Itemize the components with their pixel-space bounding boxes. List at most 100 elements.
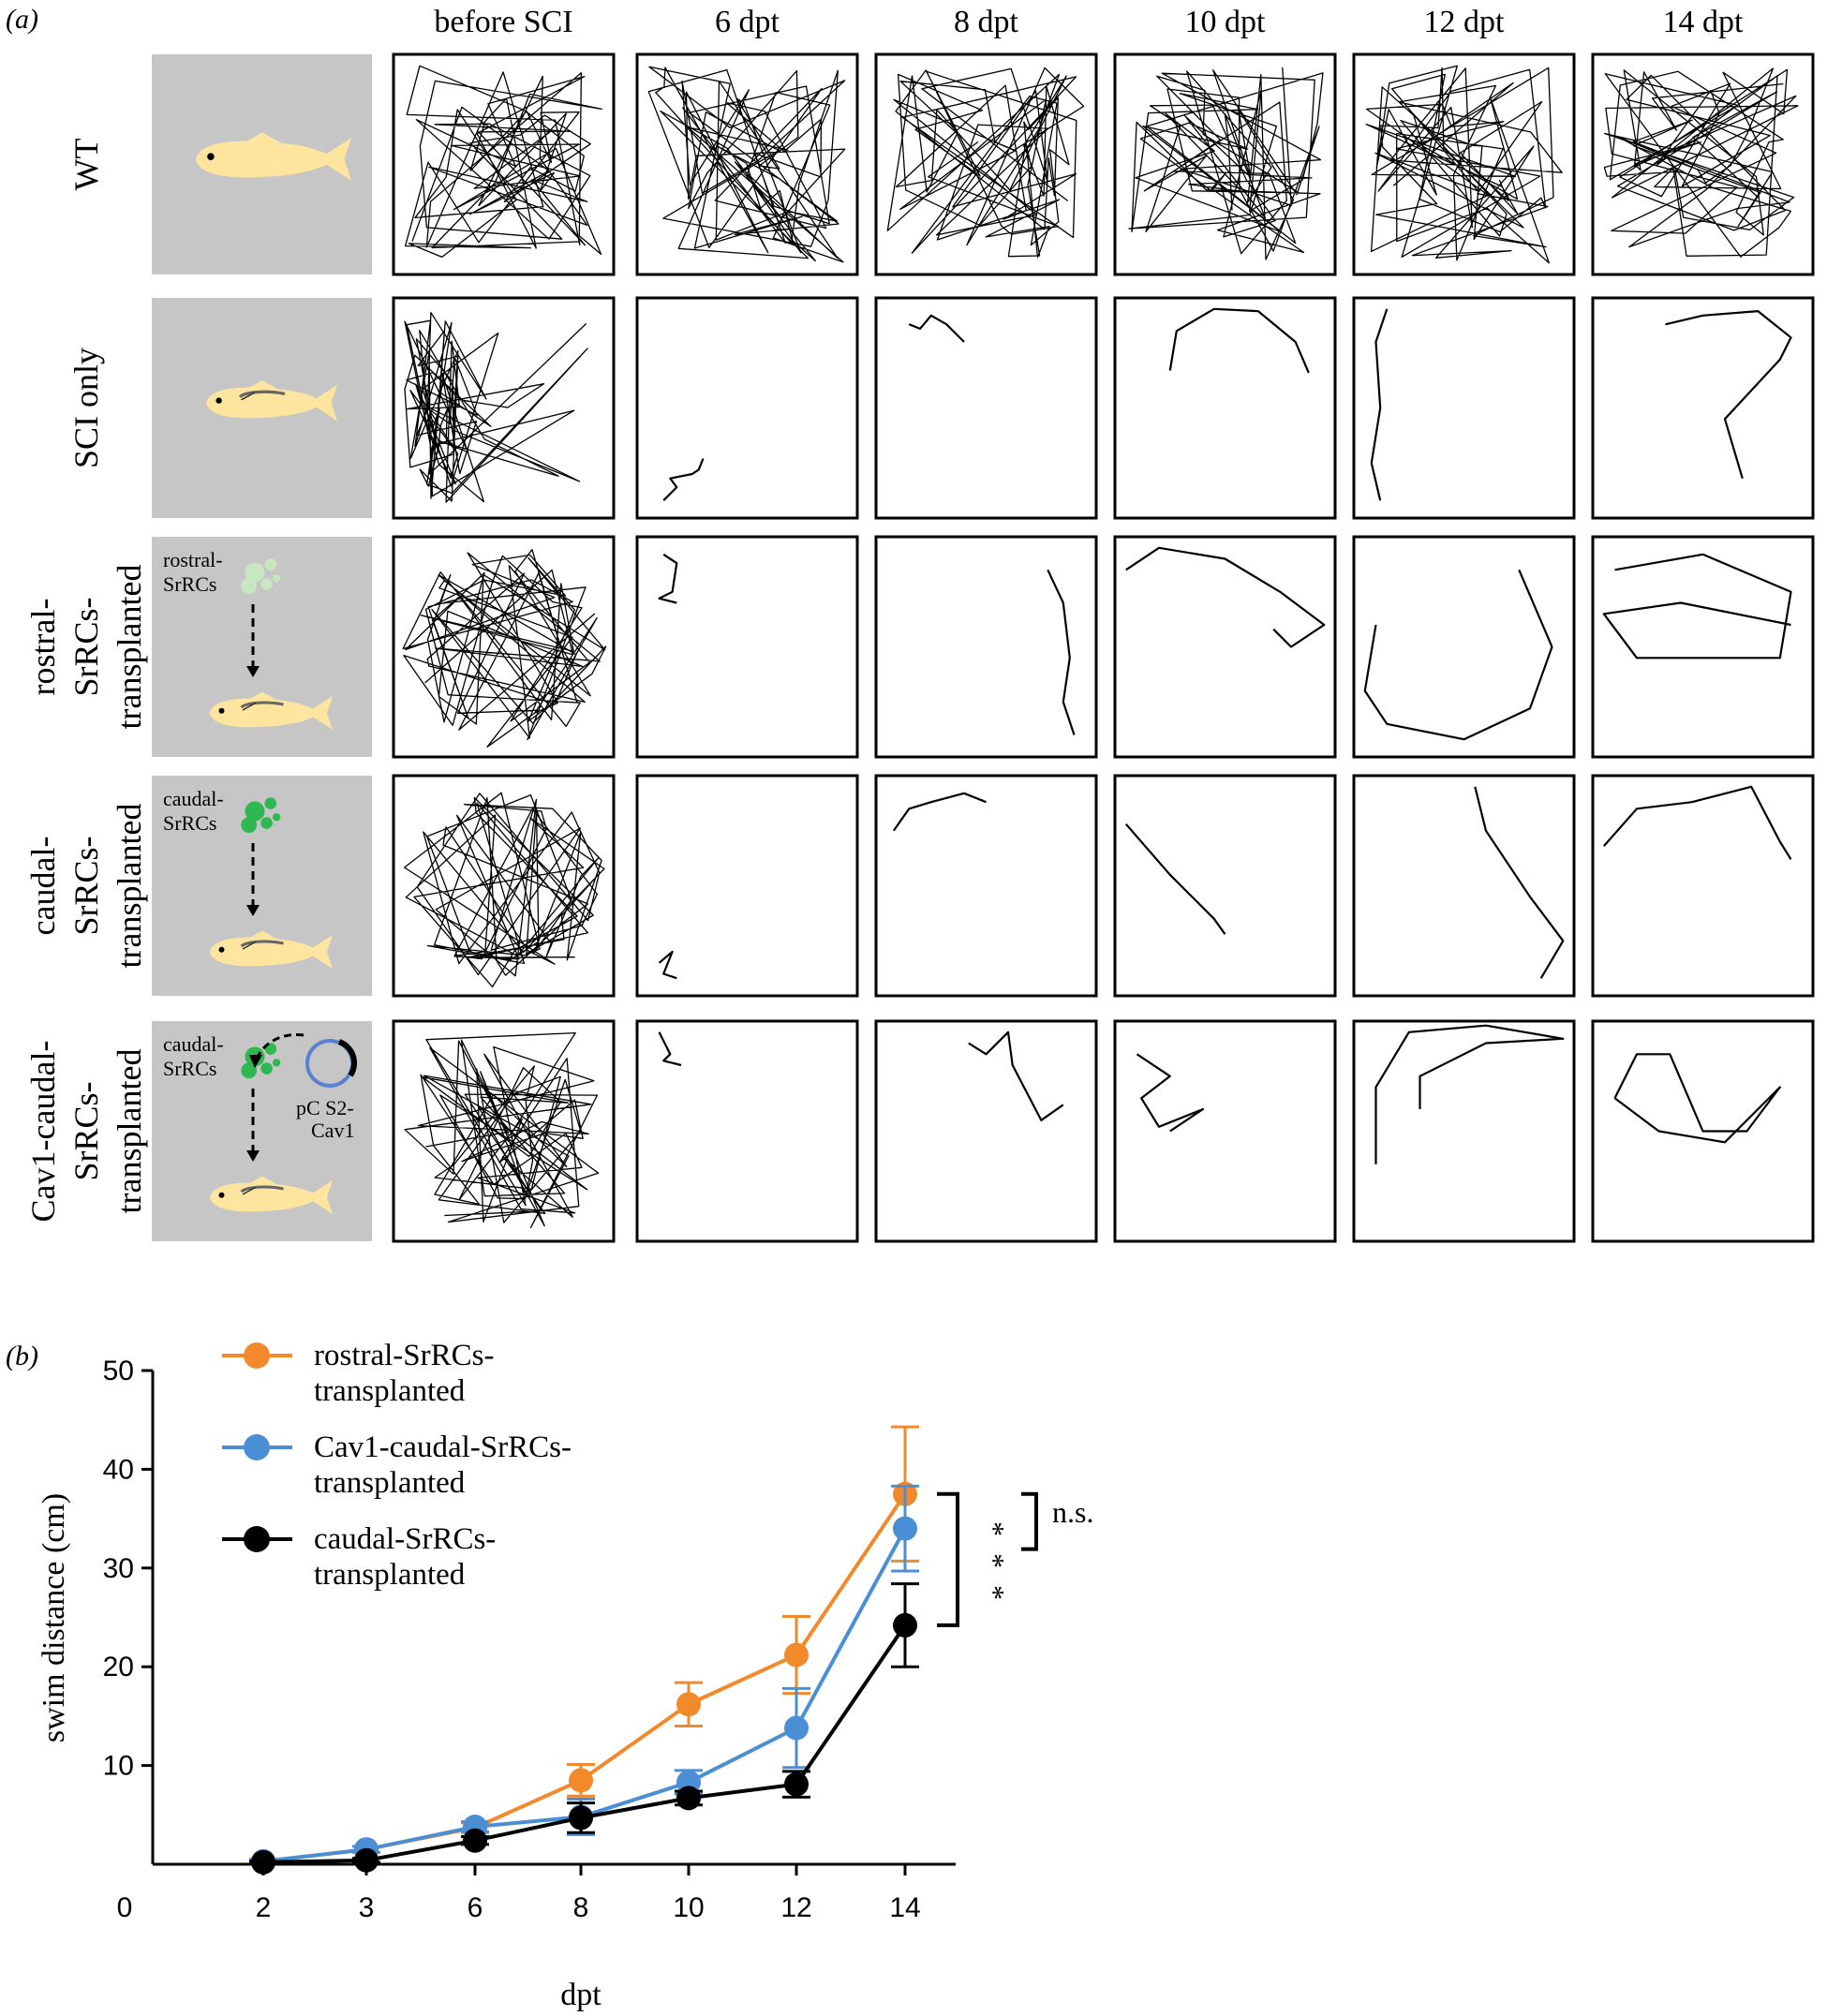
- track-box: [874, 774, 1098, 998]
- lesion-mark: [240, 701, 284, 709]
- fish-body: [195, 138, 351, 181]
- track-cell: [1113, 296, 1337, 520]
- panel-b-label: (b): [6, 1341, 38, 1371]
- track-cell: [1591, 296, 1815, 520]
- lesion-mark: [240, 1185, 284, 1193]
- column-title: 6 dpt: [715, 5, 780, 39]
- swim-track-path: [1474, 786, 1565, 979]
- column-title: 12 dpt: [1424, 5, 1506, 39]
- y-tick-label: 50: [103, 1356, 134, 1386]
- data-point: [893, 1516, 917, 1541]
- srrc-cluster-icon: [241, 558, 281, 595]
- data-point: [893, 1612, 917, 1638]
- track-box: [1352, 296, 1576, 520]
- significance-star: *: [977, 1521, 1011, 1536]
- swim-track-path: [1125, 546, 1326, 648]
- fish-body: [209, 696, 333, 730]
- swim-track-path: [658, 553, 678, 604]
- fish-icon: [209, 691, 333, 730]
- track-cell: [874, 296, 1098, 520]
- x-tick-label: 0: [117, 1892, 133, 1923]
- fish-eye: [218, 946, 225, 953]
- row-title-line: rostral-: [24, 599, 62, 696]
- track-cell: [1352, 296, 1576, 520]
- inset-cav1-caudal-transplant: caudal-SrRCs pC S2-Cav1: [152, 1021, 372, 1241]
- cell-dot: [241, 578, 258, 595]
- track-box: [874, 535, 1098, 759]
- swim-track-path: [1168, 307, 1310, 374]
- swim-track-path: [404, 312, 588, 503]
- track-cell: [392, 535, 616, 759]
- fish-icon: [195, 132, 351, 181]
- swim-track-grid: [392, 52, 1815, 1243]
- row-title-line: transplanted: [111, 565, 148, 730]
- inset-caudal-transplant: caudal-SrRCs: [152, 776, 372, 996]
- track-cell: [1352, 535, 1576, 759]
- track-cell: [1591, 774, 1815, 998]
- inset-label: SrRCs: [163, 811, 216, 835]
- fish-eye: [215, 397, 222, 404]
- track-box: [1113, 52, 1337, 276]
- panel-a-label: (a): [6, 4, 38, 35]
- track-cell: [1591, 1019, 1815, 1243]
- row-title-line: Cav1-caudal-: [24, 1041, 62, 1223]
- track-cell: [874, 774, 1098, 998]
- lesion-mark: [240, 940, 284, 948]
- column-title: 8 dpt: [954, 5, 1019, 39]
- data-point: [569, 1768, 593, 1793]
- track-box: [874, 296, 1098, 520]
- legend-marker: [244, 1434, 270, 1460]
- track-cell: [635, 296, 859, 520]
- srrc-cluster-icon: [241, 797, 281, 834]
- inset-label: rostral-: [163, 548, 223, 571]
- data-point: [463, 1828, 487, 1853]
- track-box: [1352, 774, 1576, 998]
- swim-track-path: [647, 66, 846, 263]
- legend-label: rostral-SrRCs-: [314, 1339, 495, 1372]
- track-box: [1113, 774, 1337, 998]
- legend-label: transplanted: [314, 1374, 466, 1408]
- bracket: [1021, 1491, 1038, 1551]
- fish-dorsal-fin: [247, 380, 277, 389]
- swim-track-path: [658, 950, 677, 980]
- schematic-insets: rostral-SrRCscaudal-SrRCscaudal-SrRCspC …: [152, 54, 372, 1241]
- row-title-line: transplanted: [111, 1049, 148, 1214]
- significance-label: n.s.: [1052, 1495, 1093, 1529]
- legend-label: Cav1-caudal-SrRCs-: [314, 1430, 572, 1464]
- track-cell: [1113, 774, 1337, 998]
- track-cell: [874, 1019, 1098, 1243]
- fish-eye: [207, 153, 215, 160]
- swim-track-path: [662, 458, 705, 501]
- legend-label: transplanted: [314, 1558, 466, 1592]
- track-box: [1113, 535, 1337, 759]
- panel-a: (a) before SCI 6 dpt 8 dpt 10 dpt 12 dpt 14 d…: [6, 4, 1815, 1243]
- legend-marker: [244, 1526, 270, 1552]
- x-tick-label: 2: [256, 1892, 272, 1923]
- x-tick-label: 12: [780, 1892, 811, 1923]
- fish-body: [206, 384, 337, 422]
- y-axis-title: swim distance (cm): [37, 1493, 71, 1742]
- inset-label: SrRCs: [163, 572, 216, 596]
- swim-track-path: [886, 67, 1085, 259]
- fish-icon: [209, 930, 333, 969]
- track-cell: [874, 535, 1098, 759]
- cell-dot: [272, 574, 281, 583]
- swim-track-path: [1047, 569, 1076, 735]
- swim-track-path: [1363, 569, 1553, 741]
- swim-track-path: [892, 792, 987, 832]
- bracket: [937, 1491, 959, 1627]
- legend-marker: [244, 1342, 270, 1369]
- swim-track-path: [1374, 1024, 1565, 1164]
- track-cell: [1591, 52, 1815, 276]
- track-box: [1591, 774, 1815, 998]
- fish-body: [209, 1180, 333, 1214]
- track-box: [1113, 1019, 1337, 1243]
- fish-body: [209, 935, 333, 969]
- row-title-line: caudal-: [24, 837, 62, 936]
- fish-eye: [218, 1192, 225, 1198]
- track-box: [635, 774, 859, 998]
- data-point: [784, 1771, 809, 1797]
- legend-label: caudal-SrRCs-: [314, 1522, 496, 1556]
- fish-dorsal-fin: [245, 132, 280, 142]
